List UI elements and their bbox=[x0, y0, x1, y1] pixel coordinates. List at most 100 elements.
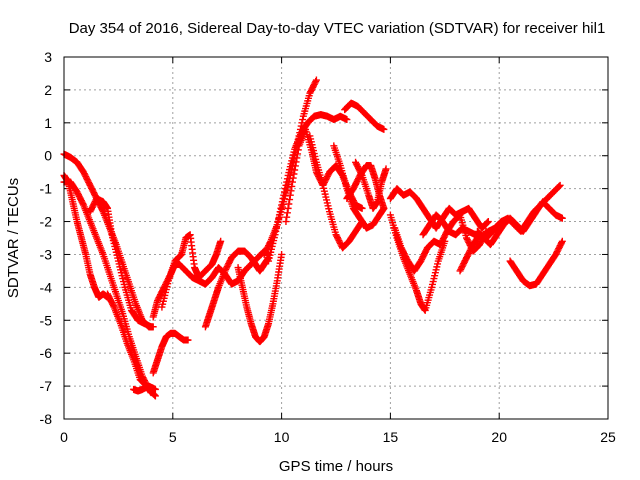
y-tick-label: 3 bbox=[44, 49, 52, 65]
data-point bbox=[283, 175, 291, 183]
y-tick-label: -5 bbox=[40, 312, 53, 328]
data-point bbox=[151, 385, 159, 393]
data-point bbox=[286, 196, 294, 204]
data-point bbox=[271, 231, 279, 239]
series-pass-11 bbox=[234, 250, 286, 346]
data-point bbox=[380, 204, 388, 212]
series-pass-19 bbox=[352, 158, 390, 212]
data-point bbox=[343, 116, 351, 124]
data-point bbox=[293, 154, 301, 162]
y-tick-label: -1 bbox=[40, 181, 53, 197]
data-point bbox=[558, 237, 566, 245]
series-pass-21 bbox=[386, 211, 449, 314]
y-tick-label: 2 bbox=[44, 82, 52, 98]
series-pass-3 bbox=[60, 171, 112, 301]
data-point bbox=[291, 162, 299, 170]
y-tick-label: -3 bbox=[40, 246, 53, 262]
data-point bbox=[285, 200, 293, 208]
y-tick-label: 0 bbox=[44, 148, 52, 164]
data-point bbox=[98, 206, 106, 214]
data-point bbox=[358, 204, 366, 212]
data-point bbox=[484, 218, 492, 226]
y-tick-label: 1 bbox=[44, 115, 52, 131]
x-axis-label: GPS time / hours bbox=[279, 458, 393, 475]
data-point bbox=[290, 170, 298, 178]
y-axis-label: SDTVAR / TECUs bbox=[5, 178, 22, 298]
x-tick-label: 20 bbox=[491, 429, 507, 445]
data-point bbox=[277, 204, 285, 212]
data-point bbox=[278, 250, 286, 258]
data-point bbox=[291, 166, 299, 174]
data-point bbox=[281, 188, 289, 196]
data-point bbox=[380, 125, 388, 133]
y-tick-label: -7 bbox=[40, 378, 53, 394]
y-tick-label: -6 bbox=[40, 345, 53, 361]
data-point bbox=[555, 183, 563, 191]
y-tick-label: -4 bbox=[40, 279, 53, 295]
series-pass-25 bbox=[506, 237, 566, 290]
data-point bbox=[288, 178, 296, 186]
series-pass-20 bbox=[386, 185, 492, 232]
chart-title: Day 354 of 2016, Sidereal Day-to-day VTE… bbox=[69, 20, 606, 37]
data-point bbox=[79, 200, 87, 208]
data-point bbox=[272, 227, 280, 235]
data-point bbox=[147, 323, 155, 331]
data-point bbox=[282, 181, 290, 189]
data-point bbox=[281, 185, 289, 193]
series-pass-9 bbox=[158, 231, 225, 311]
data-point bbox=[494, 222, 502, 230]
data-point bbox=[483, 219, 491, 227]
x-tick-label: 0 bbox=[60, 429, 68, 445]
data-point bbox=[312, 76, 320, 84]
data-point bbox=[287, 187, 295, 195]
x-tick-label: 15 bbox=[383, 429, 399, 445]
data-point bbox=[484, 218, 492, 226]
data-point bbox=[109, 302, 117, 310]
y-tick-label: -2 bbox=[40, 214, 53, 230]
series-pass-13 bbox=[265, 111, 351, 265]
axis-ticks: 0 5 10 15 20 25 -8 -7 -6 -5 -4 -3 -2 -1 0 1 2 3 bbox=[40, 49, 616, 445]
data-point bbox=[284, 204, 292, 212]
data-points bbox=[60, 76, 566, 400]
data-point bbox=[283, 213, 291, 221]
series-pass-17 bbox=[341, 99, 388, 133]
data-point bbox=[151, 392, 159, 400]
x-tick-label: 5 bbox=[169, 429, 177, 445]
data-point bbox=[294, 146, 302, 154]
data-point bbox=[274, 218, 282, 226]
data-point bbox=[495, 221, 503, 229]
data-point bbox=[294, 150, 302, 158]
data-point bbox=[289, 174, 297, 182]
series-pass-24 bbox=[473, 198, 566, 249]
data-point bbox=[558, 214, 566, 222]
data-point bbox=[151, 391, 159, 399]
x-tick-label: 25 bbox=[600, 429, 616, 445]
y-tick-label: -8 bbox=[40, 411, 53, 427]
data-point bbox=[282, 218, 290, 226]
data-point bbox=[312, 77, 320, 85]
plot-frame bbox=[63, 56, 609, 420]
series-pass-6 bbox=[130, 382, 159, 395]
data-point bbox=[382, 165, 390, 173]
data-point bbox=[556, 181, 564, 189]
data-point bbox=[278, 198, 286, 206]
data-point bbox=[357, 170, 365, 178]
data-point bbox=[275, 211, 283, 219]
data-point bbox=[283, 209, 291, 217]
data-point bbox=[278, 201, 286, 209]
data-point bbox=[555, 182, 563, 190]
data-point bbox=[292, 158, 300, 166]
data-point bbox=[276, 208, 284, 216]
data-point bbox=[275, 214, 283, 222]
data-point bbox=[288, 182, 296, 190]
data-point bbox=[279, 195, 287, 203]
data-point bbox=[184, 336, 192, 344]
series-pass-26 bbox=[456, 221, 503, 275]
series-pass-5 bbox=[86, 195, 155, 331]
series-pass-8 bbox=[149, 329, 192, 377]
data-point bbox=[494, 222, 502, 230]
data-point bbox=[217, 237, 225, 245]
data-point bbox=[273, 224, 281, 232]
data-point bbox=[280, 191, 288, 199]
